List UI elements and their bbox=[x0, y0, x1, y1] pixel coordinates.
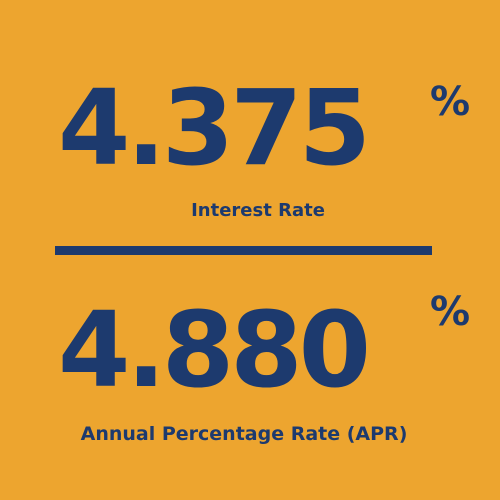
apr-percent-sign: % bbox=[430, 289, 471, 335]
interest-rate-label: Interest Rate bbox=[191, 200, 325, 221]
interest-rate-value: 4.375 bbox=[58, 67, 371, 189]
interest-rate-percent-sign: % bbox=[430, 79, 471, 125]
apr-value: 4.880 bbox=[58, 289, 371, 411]
section-divider bbox=[55, 246, 432, 255]
apr-label: Annual Percentage Rate (APR) bbox=[80, 423, 408, 445]
